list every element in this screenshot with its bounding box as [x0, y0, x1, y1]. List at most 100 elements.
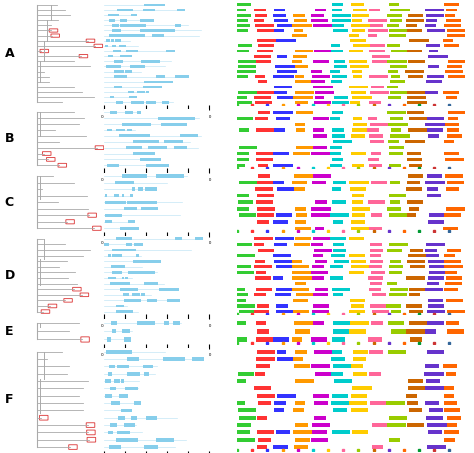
Bar [276, 39, 296, 42]
Bar [444, 91, 459, 93]
Bar [167, 140, 183, 143]
Bar [332, 430, 350, 434]
Bar [276, 288, 292, 291]
Bar [314, 249, 331, 251]
Bar [235, 265, 251, 268]
Bar [387, 249, 402, 251]
Bar [273, 276, 283, 280]
Bar [277, 70, 297, 73]
Bar [331, 81, 342, 83]
Bar [295, 91, 314, 93]
Bar [427, 310, 445, 313]
Bar [254, 310, 269, 313]
Bar [331, 254, 345, 257]
Bar [444, 152, 459, 155]
Bar [125, 423, 130, 427]
Bar [448, 111, 467, 114]
Bar [444, 44, 459, 47]
Bar [239, 310, 255, 313]
Bar [121, 409, 124, 412]
Bar [126, 243, 132, 246]
Bar [239, 416, 256, 420]
Bar [294, 365, 310, 368]
Bar [162, 101, 169, 104]
Bar [296, 213, 307, 217]
Bar [118, 44, 126, 47]
Bar [120, 288, 138, 290]
Bar [295, 65, 309, 68]
Bar [104, 243, 109, 246]
Bar [257, 207, 275, 211]
Bar [274, 243, 287, 246]
Bar [372, 310, 389, 313]
Bar [332, 101, 349, 104]
Bar [236, 321, 246, 325]
Bar [369, 265, 382, 268]
Bar [254, 265, 272, 268]
Bar [174, 237, 182, 240]
Bar [445, 213, 461, 217]
Bar [255, 200, 273, 204]
Bar [428, 128, 443, 132]
Bar [105, 220, 110, 223]
Bar [123, 294, 129, 296]
Bar [147, 29, 159, 32]
Bar [425, 329, 436, 333]
Bar [146, 91, 149, 93]
Bar [109, 386, 116, 390]
Bar [139, 271, 155, 274]
Bar [131, 438, 137, 442]
Bar [311, 243, 323, 246]
Bar [330, 237, 346, 241]
Bar [277, 188, 297, 191]
Bar [257, 445, 267, 449]
Bar [292, 288, 309, 291]
Bar [235, 401, 245, 405]
Bar [118, 70, 124, 73]
Bar [256, 158, 273, 161]
Bar [425, 123, 445, 126]
Text: B: B [5, 132, 14, 145]
Bar [425, 181, 446, 184]
Bar [387, 111, 406, 114]
Bar [390, 117, 403, 120]
Bar [313, 134, 327, 138]
Bar [273, 181, 284, 184]
Bar [109, 445, 121, 449]
Bar [273, 111, 292, 114]
Bar [277, 96, 297, 99]
Bar [121, 365, 129, 368]
Bar [410, 337, 422, 342]
Bar [408, 128, 427, 132]
Bar [257, 350, 275, 354]
Bar [371, 271, 385, 274]
Bar [105, 394, 112, 398]
Bar [331, 357, 345, 361]
Bar [295, 75, 304, 78]
Bar [238, 60, 258, 63]
Bar [425, 288, 443, 291]
Bar [428, 276, 444, 280]
Bar [353, 9, 367, 11]
Bar [155, 75, 165, 78]
Bar [237, 304, 255, 308]
Bar [314, 350, 332, 354]
Bar [173, 321, 180, 325]
Bar [330, 401, 350, 405]
Bar [113, 50, 120, 52]
Bar [447, 181, 464, 184]
Bar [428, 304, 444, 308]
Bar [389, 265, 403, 268]
Bar [406, 24, 417, 27]
Bar [236, 9, 246, 11]
Bar [425, 401, 439, 405]
Bar [310, 213, 330, 217]
Bar [350, 39, 366, 42]
Bar [146, 188, 149, 191]
Bar [131, 101, 144, 104]
Bar [144, 282, 158, 285]
Bar [447, 60, 465, 63]
Bar [352, 128, 369, 132]
Bar [408, 254, 426, 257]
Bar [120, 249, 131, 251]
